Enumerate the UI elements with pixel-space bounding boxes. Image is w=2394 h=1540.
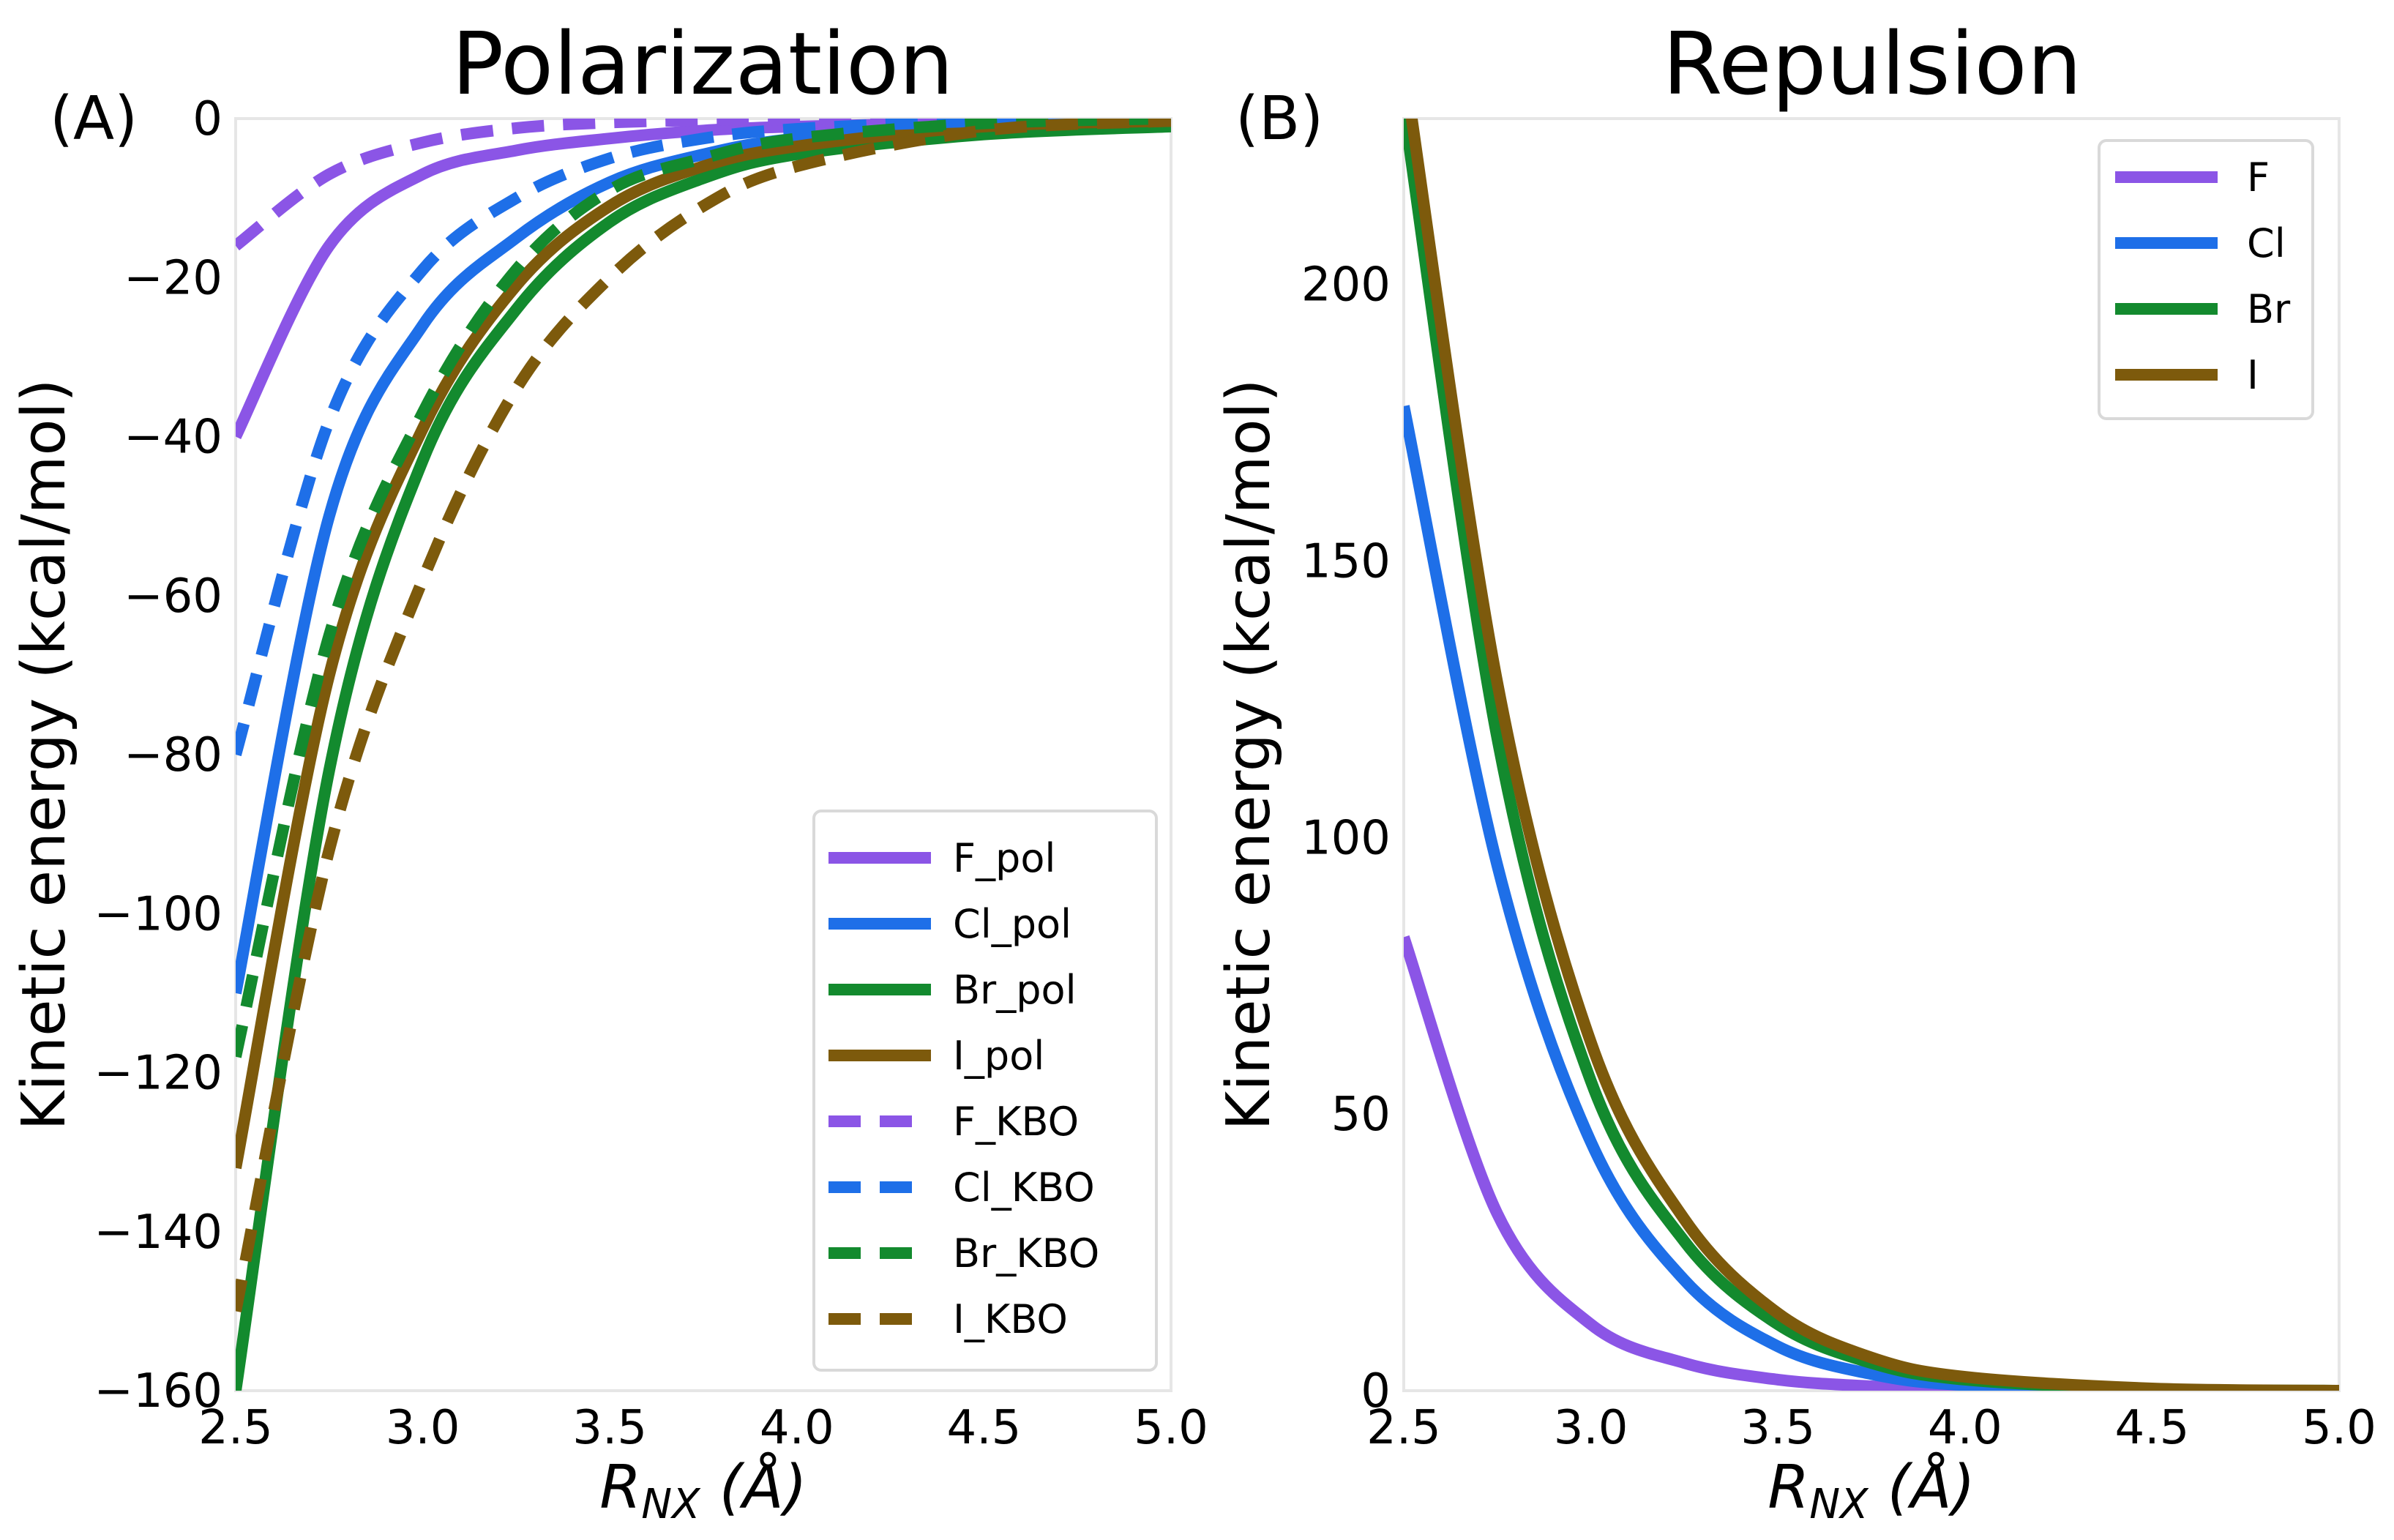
panel-a-series-line-i-pol xyxy=(236,119,1171,1170)
panel-a-legend-label: F_KBO xyxy=(953,1099,1079,1145)
panel-a-legend-label: Cl_pol xyxy=(953,901,1071,947)
panel-a-x-tick-label: 2.5 xyxy=(198,1401,273,1455)
panel-b-legend-label: I xyxy=(2247,352,2259,398)
panel-a-y-tick-label: −40 xyxy=(124,411,222,465)
panel-a-series-line-i-kbo xyxy=(236,119,1171,1312)
panel-a-x-tick-label: 3.0 xyxy=(386,1401,460,1455)
panel-a-series xyxy=(236,119,1171,1391)
panel-b-series xyxy=(1404,119,2339,1391)
panel-a-series-line-br-kbo xyxy=(236,119,1171,1058)
panel-b-x-label-main: R xyxy=(1768,1453,1809,1522)
panel-b-x-label-sub: NX xyxy=(1809,1481,1869,1528)
panel-b-x-tick-label: 3.0 xyxy=(1554,1401,1628,1455)
panel-b-title: Repulsion xyxy=(1662,13,2081,114)
panel-a-y-tick-label: −80 xyxy=(124,728,222,782)
panel-b-legend-frame xyxy=(2098,139,2314,420)
panel-a-y-tick-label: 0 xyxy=(192,92,222,146)
panel-b-series-line-i xyxy=(1405,119,2339,1391)
panel-a-y-axis-label: Kinetic energy (kcal/mol) xyxy=(10,379,79,1131)
panel-b-y-tick-label: 100 xyxy=(1301,811,1391,865)
panel-a-y-tick-label: −20 xyxy=(124,251,222,305)
panel-a-x-tick-label: 4.0 xyxy=(760,1401,834,1455)
panel-b-legend-label: Br xyxy=(2247,286,2291,332)
panel-b: Repulsion (B) 2.5 3.0 3.5 4.0 4.5 5.0 0 50 100 15… xyxy=(1214,13,2376,1528)
panel-b-x-tick-label: 2.5 xyxy=(1366,1401,1441,1455)
panel-a-x-label-main: R xyxy=(599,1453,641,1522)
panel-a-x-label-sub: NX xyxy=(641,1481,701,1528)
panel-a-legend-label: Br_pol xyxy=(953,967,1077,1013)
panel-b-label: (B) xyxy=(1235,84,1323,154)
panel-b-y-tick-label: 200 xyxy=(1301,258,1391,313)
panel-b-y-axis-label: Kinetic energy (kcal/mol) xyxy=(1214,379,1284,1131)
panel-a-title: Polarization xyxy=(452,13,954,114)
panel-a-legend-label: Br_KBO xyxy=(953,1230,1099,1277)
panel-b-x-tick-label: 5.0 xyxy=(2302,1401,2376,1455)
panel-a-y-tick-label: −100 xyxy=(94,887,222,941)
panel-b-y-tick-label: 0 xyxy=(1361,1364,1391,1418)
panel-b-y-tick-label: 50 xyxy=(1331,1088,1391,1142)
panel-a-ticks: 2.5 3.0 3.5 4.0 4.5 5.0 0 −20 −40 −60 −80 −100 −120 −… xyxy=(94,92,1208,1455)
panel-a-x-tick-label: 4.5 xyxy=(947,1401,1022,1455)
panel-a-x-tick-label: 3.5 xyxy=(572,1401,647,1455)
panel-a-y-tick-label: −140 xyxy=(94,1206,222,1260)
panel-a-label: (A) xyxy=(50,84,138,154)
panel-b-x-tick-label: 4.5 xyxy=(2115,1401,2190,1455)
panel-a-series-line-f-kbo xyxy=(236,119,1171,251)
panel-a-legend: F_pol Cl_pol Br_pol I_pol F_KBO Cl_KBO Br_KBO I… xyxy=(812,810,1158,1372)
panel-b-legend-label: F xyxy=(2247,154,2270,201)
panel-a-y-tick-label: −120 xyxy=(94,1047,222,1101)
panel-b-x-tick-label: 4.0 xyxy=(1928,1401,2002,1455)
panel-b-x-label-unit: (Å) xyxy=(1869,1452,1975,1522)
panel-b-x-axis-label: RNX (Å) xyxy=(1768,1452,1975,1528)
panel-a-legend-label: F_pol xyxy=(953,835,1055,881)
panel-a-y-tick-label: −160 xyxy=(94,1364,222,1418)
panel-a-x-axis-label: RNX (Å) xyxy=(599,1452,807,1528)
panel-b-ticks: 2.5 3.0 3.5 4.0 4.5 5.0 0 50 100 150 200 xyxy=(1301,258,2376,1455)
panel-a: Polarization (A) 2.5 3.0 3.5 4.0 4.5 5.0 0 −20 −… xyxy=(10,13,1208,1528)
panel-a-legend-frame xyxy=(812,810,1158,1372)
panel-b-legend: F Cl Br I xyxy=(2098,139,2314,420)
panel-a-legend-label: I_KBO xyxy=(953,1296,1068,1342)
panel-a-x-label-unit: (Å) xyxy=(700,1452,807,1522)
panel-b-legend-label: Cl xyxy=(2247,220,2286,266)
panel-a-x-tick-label: 5.0 xyxy=(1134,1401,1208,1455)
panel-a-legend-label: Cl_KBO xyxy=(953,1165,1095,1211)
panel-a-legend-label: I_pol xyxy=(953,1033,1044,1079)
panel-b-x-tick-label: 3.5 xyxy=(1740,1401,1815,1455)
panel-a-y-tick-label: −60 xyxy=(124,569,222,624)
panel-b-y-tick-label: 150 xyxy=(1301,535,1391,589)
